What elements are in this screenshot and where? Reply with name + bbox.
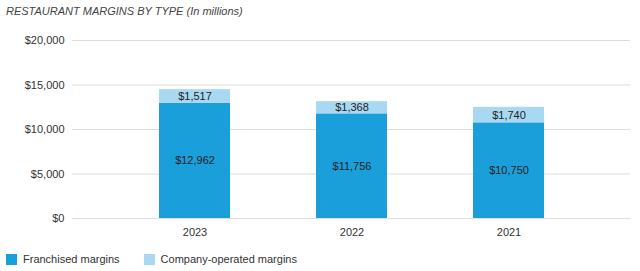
svg-text:$0: $0 xyxy=(52,212,64,224)
svg-text:$5,000: $5,000 xyxy=(31,168,65,180)
html-text:Franchised margins: Franchised margins xyxy=(23,253,120,265)
svg-text:$10,000: $10,000 xyxy=(25,123,65,135)
svg-text:$1,368: $1,368 xyxy=(335,101,369,113)
svg-text:2022: 2022 xyxy=(340,226,364,238)
svg-text:2021: 2021 xyxy=(497,226,521,238)
svg-text:2023: 2023 xyxy=(183,226,207,238)
html-text:Company-operated margins: Company-operated margins xyxy=(160,253,297,265)
html-text:RESTAURANT MARGINS BY TYPE (In: RESTAURANT MARGINS BY TYPE (In millions) xyxy=(6,5,243,17)
svg-text:$11,756: $11,756 xyxy=(333,160,372,172)
svg-text:$12,962: $12,962 xyxy=(175,154,215,166)
svg-text:$15,000: $15,000 xyxy=(25,79,65,91)
svg-text:$20,000: $20,000 xyxy=(25,34,65,46)
svg-text:$10,750: $10,750 xyxy=(489,164,529,176)
svg-text:$1,517: $1,517 xyxy=(178,90,212,102)
svg-text:$1,740: $1,740 xyxy=(492,109,526,121)
